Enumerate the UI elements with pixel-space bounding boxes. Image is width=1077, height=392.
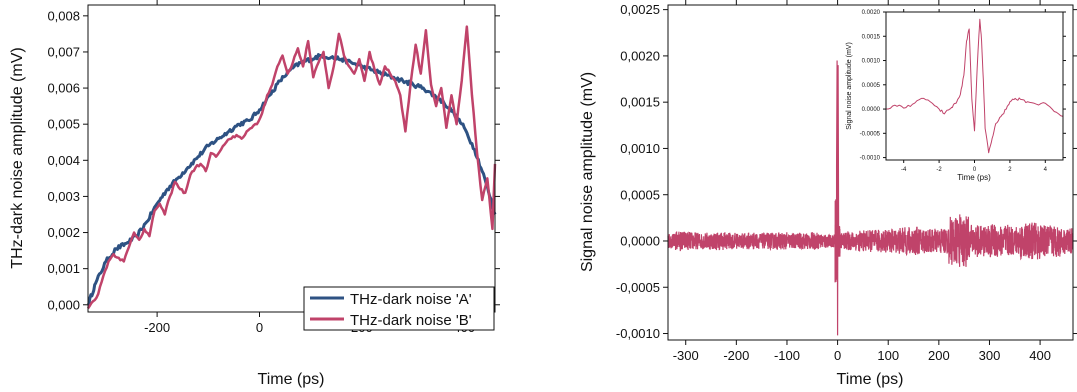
left-axis-ticks: -20002004000,0000,0010,0020,0030,0040,00… (47, 0, 500, 335)
x-tick-label: 2 (1008, 167, 1012, 173)
y-tick-label: 0,000 (47, 297, 80, 312)
right-chart: -300 -200 -100 0 100 200 300 400 -0,0010 -0,0005 0… (579, 0, 1077, 388)
inset-chart: -4 -2 0 2 4 -0.0010 -0.0005 0.0000 0.0005 0.0010 0… (846, 8, 1066, 182)
right-plot-frame (667, 4, 1074, 341)
x-tick-label: 400 (1029, 348, 1051, 363)
legend: THz-dark noise 'A' THz-dark noise 'B' (303, 286, 495, 331)
x-tick-label: 200 (928, 348, 950, 363)
y-tick-label: 0.0015 (862, 34, 881, 40)
y-tick-label: -0.0010 (860, 156, 881, 162)
inset-axis-ticks: -4 -2 0 2 4 -0.0010 -0.0005 0.0000 0.0005 0.0010 0… (860, 9, 1066, 173)
inset-background (860, 8, 1062, 161)
x-tick-label: 4 (1044, 167, 1048, 173)
inset-plot-area (885, 18, 1064, 154)
y-tick-label: 0,001 (47, 261, 80, 276)
legend-box (303, 286, 495, 331)
x-tick-label: -300 (673, 348, 699, 363)
left-chart: -20002004000,0000,0010,0020,0030,0040,00… (9, 0, 500, 388)
y-tick-label: 0.0020 (862, 10, 881, 16)
y-tick-label: 0.0000 (862, 107, 881, 113)
right-plot-area (667, 60, 1074, 336)
right-axis-ticks: -300 -200 -100 0 100 200 300 400 -0,0010 -0,0005 0… (616, 0, 1077, 363)
y-tick-label: 0.0010 (862, 59, 881, 65)
y-tick-label: 0.0005 (862, 83, 881, 89)
y-tick-label: 0,006 (47, 81, 80, 96)
y-tick-label: 0,0005 (620, 187, 660, 202)
y-tick-label: 0,0000 (620, 234, 660, 249)
x-tick-label: 0 (973, 167, 977, 173)
legend-label-b: THz-dark noise 'B' (350, 312, 472, 329)
inset-y-axis-label: Signal noise amplitude (mV) (846, 42, 853, 130)
y-tick-label: -0,0005 (616, 280, 660, 295)
y-tick-label: 0,0025 (620, 2, 660, 17)
x-tick-label: 100 (877, 348, 899, 363)
y-tick-label: 0,002 (47, 225, 80, 240)
signal-noise-line (667, 60, 1074, 336)
x-tick-label: 0 (834, 348, 841, 363)
x-tick-label: -2 (936, 167, 942, 173)
left-x-axis-label: Time (ps) (258, 371, 325, 388)
y-tick-label: 0,005 (47, 117, 80, 132)
y-tick-label: 0,0015 (620, 95, 660, 110)
y-tick-label: 0,008 (47, 8, 80, 23)
right-x-axis-label: Time (ps) (837, 371, 904, 388)
y-tick-label: -0,0010 (616, 326, 660, 341)
y-tick-label: 0,007 (47, 45, 80, 60)
y-tick-label: 0,0010 (620, 141, 660, 156)
x-tick-label: -100 (774, 348, 800, 363)
x-tick-label: -4 (901, 167, 907, 173)
y-tick-label: 0,003 (47, 189, 80, 204)
x-tick-label: -200 (144, 320, 170, 335)
inset-line (885, 18, 1064, 154)
left-y-axis-label: THz-dark noise amplitude (mV) (9, 47, 26, 268)
x-tick-label: 0 (256, 320, 263, 335)
y-tick-label: 0,004 (47, 153, 80, 168)
x-tick-label: -200 (723, 348, 749, 363)
y-tick-label: 0,0020 (620, 48, 660, 63)
inset-x-axis-label: Time (ps) (957, 173, 991, 182)
legend-label-a: THz-dark noise 'A' (350, 291, 472, 308)
right-y-axis-label: Signal noise amplitude (mV) (579, 72, 596, 272)
series-line-b (86, 25, 497, 310)
x-tick-label: 300 (979, 348, 1001, 363)
left-plot-frame (87, 4, 496, 313)
y-tick-label: -0.0005 (860, 131, 881, 137)
left-plot-area (86, 25, 497, 310)
